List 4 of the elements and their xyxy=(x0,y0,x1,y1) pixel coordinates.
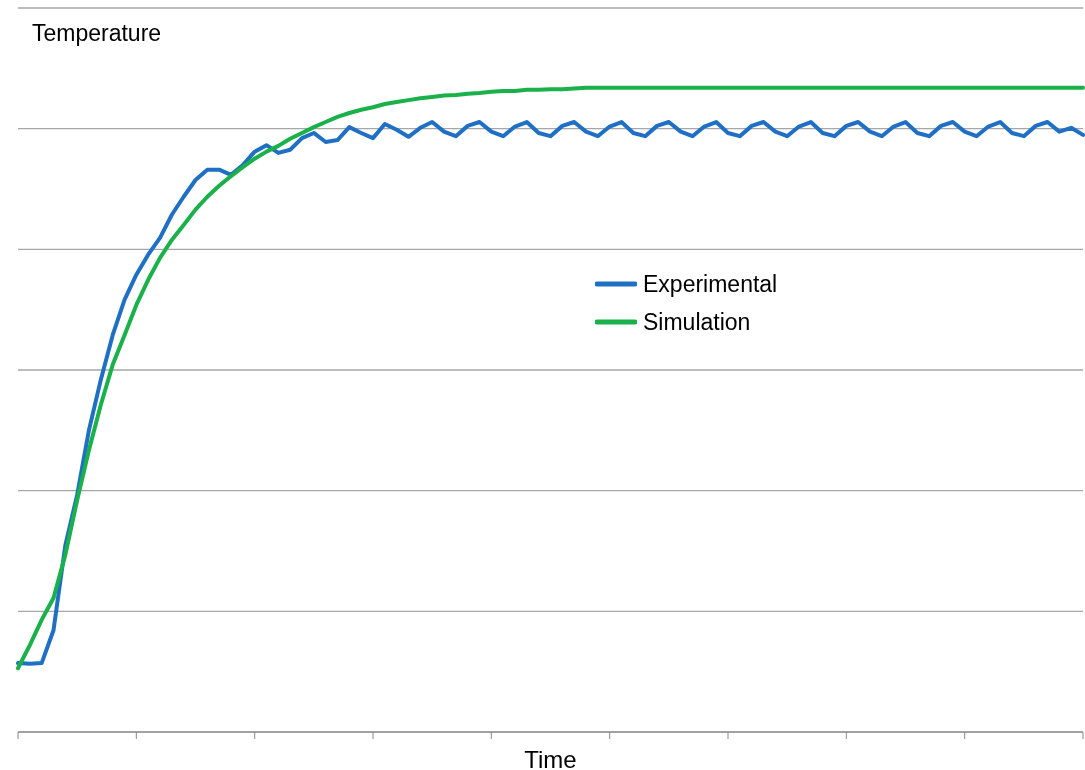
legend-label: Simulation xyxy=(643,308,751,336)
x-axis-title: Time xyxy=(524,746,577,770)
y-axis-title: Temperature xyxy=(32,20,162,47)
legend-label: Experimental xyxy=(643,270,778,298)
